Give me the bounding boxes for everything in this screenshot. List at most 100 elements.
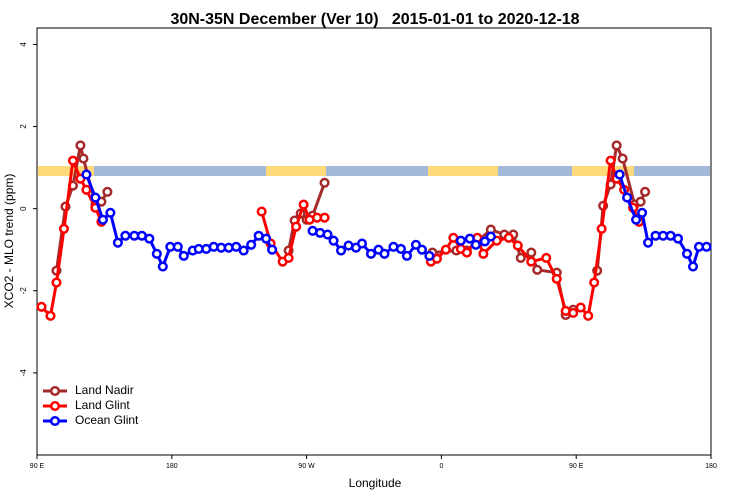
y-tick-label: -2 [19, 287, 28, 295]
data-point [75, 140, 86, 151]
data-point [605, 155, 616, 166]
ocean-band [38, 166, 710, 176]
x-tick-label: 180 [705, 463, 717, 470]
data-point [335, 245, 347, 256]
data-point [102, 186, 113, 197]
data-point [461, 247, 472, 258]
data-point [701, 241, 712, 252]
data-point [526, 247, 537, 258]
x-tick-label: 90 E [569, 463, 584, 470]
x-tick-label: 180 [166, 463, 178, 470]
data-point [112, 237, 123, 248]
data-point [672, 233, 684, 244]
data-point [617, 153, 628, 164]
data-point [151, 248, 162, 259]
data-point [640, 186, 651, 197]
data-point [51, 277, 62, 288]
data-point [90, 192, 101, 203]
data-point [611, 140, 622, 151]
data-point [424, 250, 435, 261]
land-band [38, 166, 94, 176]
data-point [470, 239, 481, 250]
data-point [231, 241, 242, 252]
x-axis-label: Longitude [349, 476, 402, 490]
legend-label: Ocean Glint [75, 413, 139, 427]
data-point [81, 169, 92, 180]
data-point [541, 252, 552, 263]
data-point [261, 233, 272, 244]
legend-label: Land Nadir [75, 383, 134, 397]
data-point [575, 302, 586, 313]
data-point [635, 196, 646, 207]
legend-marker [49, 400, 61, 412]
data-point [589, 277, 600, 288]
data-point [596, 223, 607, 234]
data-point [643, 237, 654, 248]
data-point [246, 239, 257, 250]
data-point [464, 233, 475, 244]
data-point [637, 207, 648, 218]
data-point [622, 192, 633, 203]
data-point [322, 229, 333, 240]
data-point [291, 221, 302, 232]
land-band [572, 166, 634, 176]
data-point [532, 264, 543, 275]
data-point [401, 250, 413, 261]
data-point [58, 223, 70, 234]
legend-label: Land Glint [75, 398, 130, 412]
data-point [614, 169, 625, 180]
data-point [172, 241, 183, 252]
data-point [144, 233, 155, 244]
data-point [45, 310, 56, 321]
x-tick-label: 0 [439, 463, 443, 470]
data-point [512, 240, 523, 251]
x-tick-label: 90 E [30, 463, 45, 470]
data-point [687, 261, 699, 272]
data-point [238, 245, 249, 256]
data-point [36, 301, 47, 312]
data-point [526, 256, 537, 267]
data-point [283, 252, 294, 263]
data-point [97, 214, 108, 225]
data-point [298, 199, 309, 210]
data-point [319, 212, 330, 223]
data-point [631, 214, 642, 225]
data-point [256, 206, 267, 217]
data-point [583, 310, 594, 321]
y-tick-label: 2 [19, 124, 28, 129]
data-point [440, 244, 451, 255]
land-band [428, 166, 498, 176]
data-point [568, 307, 579, 318]
y-tick-label: -4 [19, 369, 28, 377]
data-point [455, 235, 466, 246]
data-point [551, 273, 562, 284]
data-point [485, 231, 496, 242]
data-point [416, 244, 427, 255]
data-point [178, 250, 189, 261]
y-tick-label: 0 [19, 206, 28, 211]
y-tick-label: 4 [19, 42, 28, 47]
chart-title: 30N-35N December (Ver 10) 2015-01-01 to … [170, 11, 579, 28]
data-point [478, 248, 489, 259]
data-point [681, 248, 693, 259]
data-point [503, 232, 514, 243]
data-point [78, 153, 89, 164]
legend-marker [49, 415, 61, 427]
data-point [379, 248, 390, 259]
data-point [157, 261, 168, 272]
data-point [365, 248, 377, 259]
data-point [319, 177, 330, 188]
data-point [81, 184, 92, 195]
data-point [356, 238, 368, 249]
data-point [120, 230, 131, 241]
y-axis-label: XCO2 - MLO trend (ppm) [2, 174, 16, 309]
data-point [515, 252, 526, 263]
plot-frame [36, 27, 712, 456]
data-point [479, 236, 490, 247]
data-point [410, 239, 421, 250]
data-point [267, 244, 278, 255]
land-band [266, 166, 326, 176]
data-point [105, 207, 116, 218]
data-point [328, 235, 339, 246]
